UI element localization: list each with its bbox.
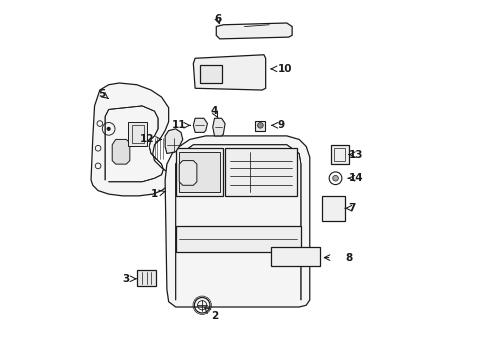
Bar bbox=[224, 148, 297, 196]
Text: 8: 8 bbox=[344, 253, 351, 262]
Text: 14: 14 bbox=[347, 173, 362, 183]
Text: 3: 3 bbox=[122, 274, 130, 284]
Circle shape bbox=[332, 175, 338, 181]
Circle shape bbox=[107, 127, 110, 130]
Polygon shape bbox=[165, 136, 309, 307]
Text: 13: 13 bbox=[347, 150, 362, 159]
Text: 4: 4 bbox=[210, 106, 218, 116]
Bar bbox=[200, 66, 221, 83]
Bar bbox=[137, 270, 156, 286]
Text: 6: 6 bbox=[214, 14, 221, 24]
Bar bbox=[175, 148, 223, 196]
Text: 9: 9 bbox=[277, 120, 285, 130]
Polygon shape bbox=[212, 118, 224, 136]
Text: 2: 2 bbox=[210, 311, 218, 321]
Text: 7: 7 bbox=[348, 203, 355, 213]
Bar bbox=[330, 145, 348, 164]
Polygon shape bbox=[193, 55, 265, 90]
Circle shape bbox=[257, 122, 263, 128]
Polygon shape bbox=[91, 83, 170, 196]
Bar bbox=[255, 121, 265, 131]
Bar bbox=[334, 148, 345, 161]
Polygon shape bbox=[193, 118, 207, 132]
Polygon shape bbox=[165, 129, 183, 154]
Text: 10: 10 bbox=[277, 64, 292, 74]
Text: 12: 12 bbox=[140, 134, 154, 144]
Bar bbox=[128, 122, 147, 147]
Polygon shape bbox=[216, 23, 291, 39]
Polygon shape bbox=[179, 161, 197, 185]
Text: 1: 1 bbox=[151, 189, 158, 199]
Bar bbox=[270, 247, 320, 266]
Bar bbox=[322, 196, 345, 221]
Text: 11: 11 bbox=[172, 120, 186, 130]
Bar bbox=[179, 152, 219, 192]
Polygon shape bbox=[112, 139, 130, 164]
Bar bbox=[131, 125, 143, 143]
Text: 5: 5 bbox=[98, 89, 105, 99]
Bar bbox=[175, 226, 300, 252]
